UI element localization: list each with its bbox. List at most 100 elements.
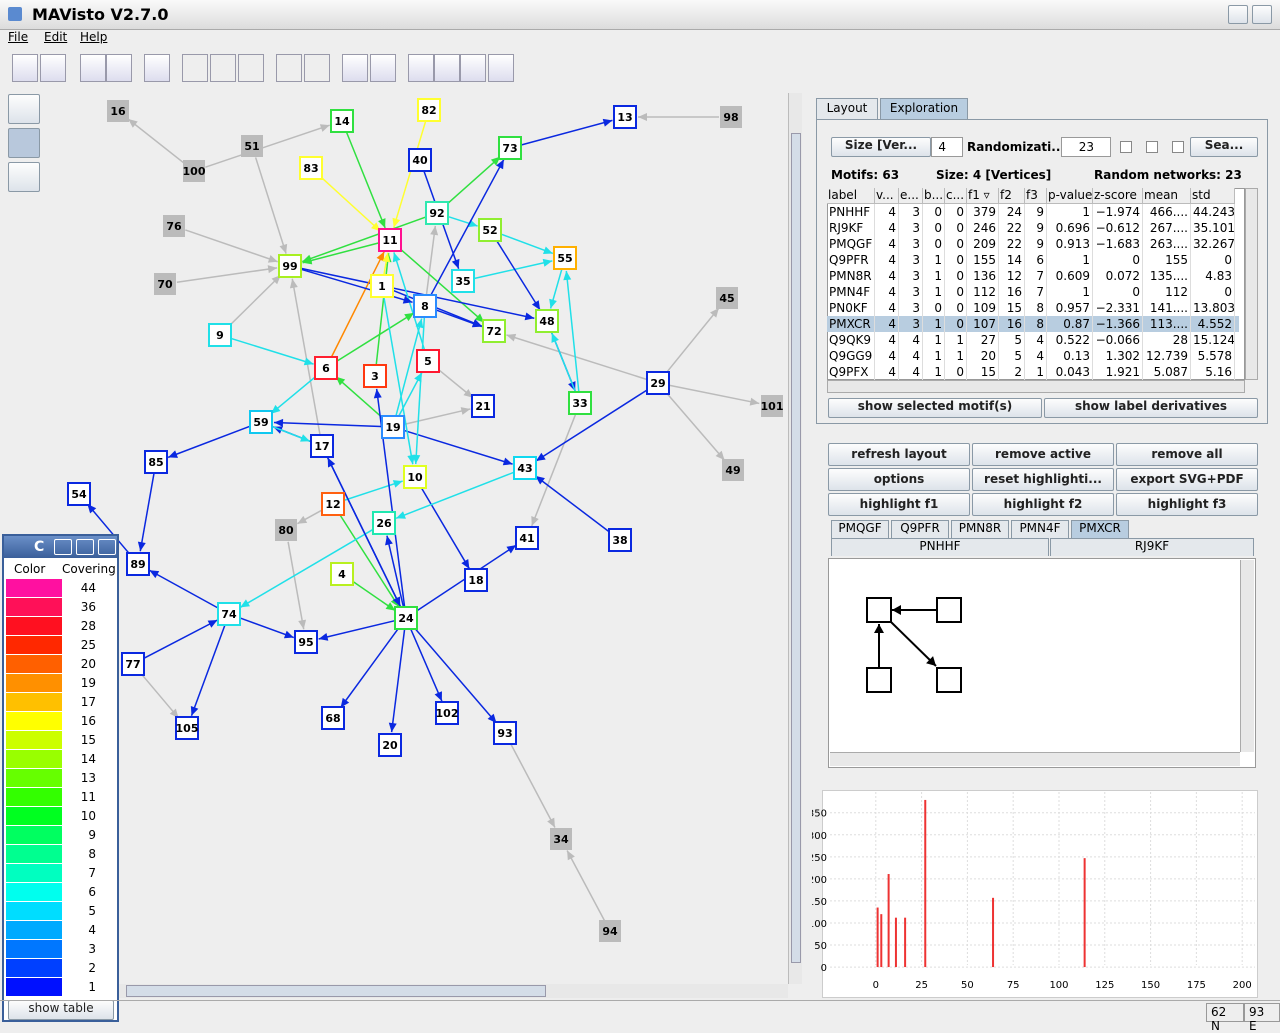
node[interactable] bbox=[241, 135, 263, 157]
node[interactable] bbox=[154, 273, 176, 295]
node[interactable] bbox=[408, 148, 432, 172]
node[interactable] bbox=[310, 434, 334, 458]
toolbar-button[interactable] bbox=[80, 54, 106, 82]
checkbox[interactable] bbox=[1120, 141, 1132, 153]
table-header[interactable]: p-value bbox=[1047, 188, 1093, 204]
table-header[interactable]: f1 ▿ bbox=[967, 188, 999, 204]
toolbar-button[interactable] bbox=[144, 54, 170, 82]
node[interactable] bbox=[321, 706, 345, 730]
action-button[interactable]: remove active bbox=[972, 443, 1114, 466]
node[interactable] bbox=[482, 319, 506, 343]
menu-item[interactable]: Edit bbox=[44, 30, 68, 44]
node[interactable] bbox=[435, 701, 459, 725]
checkbox[interactable] bbox=[1146, 141, 1158, 153]
action-button[interactable]: export SVG+PDF bbox=[1116, 468, 1258, 491]
menu-item[interactable]: File bbox=[8, 30, 29, 44]
node[interactable] bbox=[175, 716, 199, 740]
node[interactable] bbox=[394, 606, 418, 630]
node[interactable] bbox=[183, 160, 205, 182]
toolbar-button[interactable] bbox=[210, 54, 236, 82]
randomization-spinner[interactable]: 23 bbox=[1061, 137, 1111, 157]
node[interactable] bbox=[403, 465, 427, 489]
node[interactable] bbox=[417, 98, 441, 122]
motif-tab[interactable]: RJ9KF bbox=[1050, 538, 1254, 556]
menu-item[interactable]: Help bbox=[80, 30, 108, 44]
toolbar-button[interactable] bbox=[276, 54, 302, 82]
node[interactable] bbox=[378, 733, 402, 757]
toolbar-button[interactable] bbox=[488, 54, 514, 82]
search-button[interactable]: Sea... bbox=[1190, 137, 1258, 157]
toolbar-button[interactable] bbox=[342, 54, 368, 82]
node[interactable] bbox=[493, 721, 517, 745]
node[interactable] bbox=[372, 511, 396, 535]
node[interactable] bbox=[370, 274, 394, 298]
node[interactable] bbox=[163, 215, 185, 237]
preview-hscroll[interactable] bbox=[830, 752, 1240, 766]
action-button[interactable]: highlight f1 bbox=[828, 493, 970, 516]
motif-tab[interactable]: Q9PFR bbox=[891, 520, 949, 538]
motif-tab[interactable]: PMN4F bbox=[1011, 520, 1069, 538]
motif-button[interactable]: show label derivatives bbox=[1044, 398, 1258, 418]
toolbar-button[interactable] bbox=[408, 54, 434, 82]
node[interactable] bbox=[568, 391, 592, 415]
toolbar-button[interactable] bbox=[40, 54, 66, 82]
tab[interactable]: Layout bbox=[816, 98, 878, 119]
node[interactable] bbox=[330, 562, 354, 586]
node[interactable] bbox=[513, 456, 537, 480]
node[interactable] bbox=[716, 287, 738, 309]
node[interactable] bbox=[278, 254, 302, 278]
action-button[interactable]: highlight f2 bbox=[972, 493, 1114, 516]
motif-tab[interactable]: PMQGF bbox=[831, 520, 889, 538]
node[interactable] bbox=[720, 106, 742, 128]
node[interactable] bbox=[478, 218, 502, 242]
node[interactable] bbox=[121, 652, 145, 676]
action-button[interactable]: refresh layout bbox=[828, 443, 970, 466]
node[interactable] bbox=[722, 459, 744, 481]
table-header[interactable]: f2 bbox=[999, 188, 1025, 204]
node[interactable] bbox=[498, 136, 522, 160]
node[interactable] bbox=[425, 201, 449, 225]
node[interactable] bbox=[515, 526, 539, 550]
motif-tab[interactable]: PMN8R bbox=[951, 520, 1009, 538]
tool-text[interactable] bbox=[8, 162, 40, 192]
node[interactable] bbox=[613, 105, 637, 129]
node[interactable] bbox=[550, 828, 572, 850]
node[interactable] bbox=[553, 246, 577, 270]
node[interactable] bbox=[646, 371, 670, 395]
node[interactable] bbox=[275, 519, 297, 541]
preview-vscroll[interactable] bbox=[1240, 560, 1254, 752]
node[interactable] bbox=[416, 349, 440, 373]
table-header[interactable]: f3 bbox=[1025, 188, 1047, 204]
node[interactable] bbox=[107, 100, 129, 122]
node[interactable] bbox=[67, 482, 91, 506]
tool-edit[interactable] bbox=[8, 94, 40, 124]
action-button[interactable]: highlight f3 bbox=[1116, 493, 1258, 516]
table-hscroll[interactable] bbox=[827, 380, 1245, 393]
table-header[interactable]: e... bbox=[899, 188, 923, 204]
tool-select[interactable] bbox=[8, 128, 40, 158]
node[interactable] bbox=[299, 156, 323, 180]
toolbar-button[interactable] bbox=[304, 54, 330, 82]
size-button[interactable]: Size [Ver... bbox=[831, 137, 931, 157]
toolbar-button[interactable] bbox=[370, 54, 396, 82]
table-header[interactable]: std bbox=[1191, 188, 1235, 204]
node[interactable] bbox=[208, 323, 232, 347]
toolbar-button[interactable] bbox=[460, 54, 486, 82]
checkbox[interactable] bbox=[1172, 141, 1184, 153]
minimize[interactable] bbox=[1228, 5, 1248, 24]
node[interactable] bbox=[126, 552, 150, 576]
toolbar-button[interactable] bbox=[182, 54, 208, 82]
window-button[interactable] bbox=[76, 539, 94, 555]
show-table-button[interactable]: show table bbox=[8, 1000, 114, 1020]
motif-tab[interactable]: PMXCR bbox=[1071, 520, 1129, 538]
node[interactable] bbox=[535, 309, 559, 333]
toolbar-button[interactable] bbox=[434, 54, 460, 82]
table-header[interactable]: b... bbox=[923, 188, 945, 204]
node[interactable] bbox=[378, 228, 402, 252]
node[interactable] bbox=[413, 294, 437, 318]
motif-tab[interactable]: PNHHF bbox=[831, 538, 1049, 556]
node[interactable] bbox=[314, 356, 338, 380]
node[interactable] bbox=[330, 109, 354, 133]
node[interactable] bbox=[464, 568, 488, 592]
